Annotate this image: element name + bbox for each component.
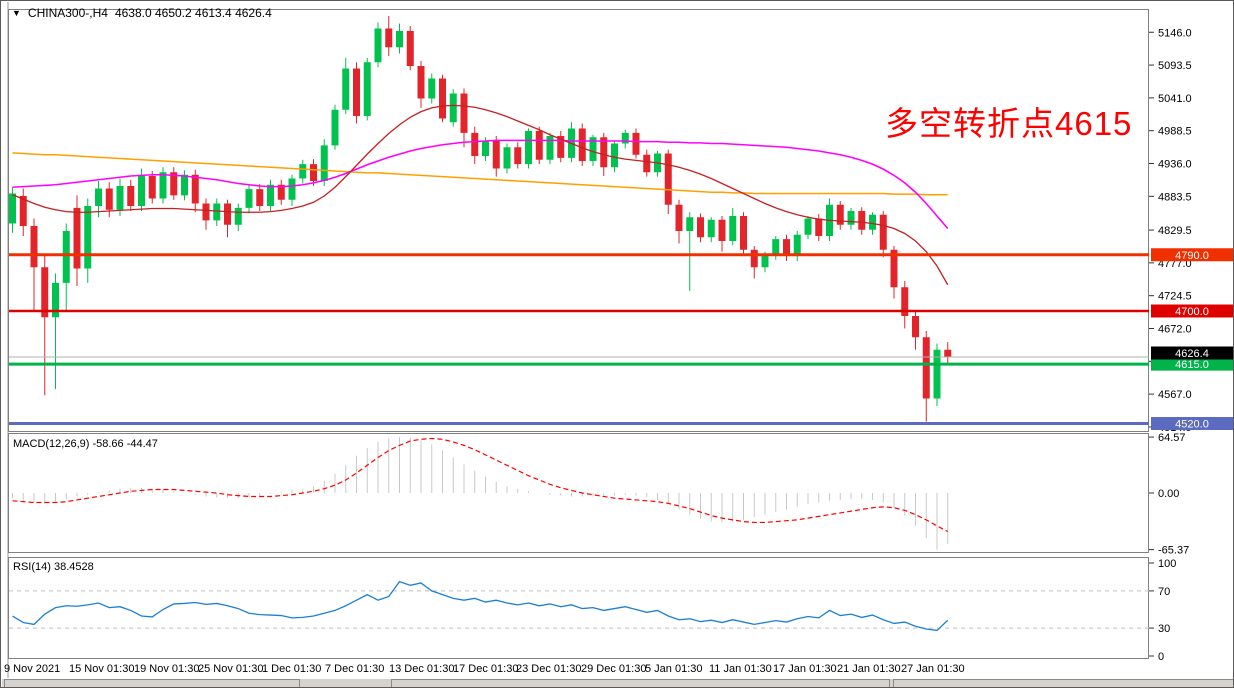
price-level-lines: 4790.0 4700.0 4615.0 4520.0 4626.4	[9, 248, 1233, 431]
rsi-tick-label: 0	[1158, 651, 1164, 663]
fast-ma-line	[12, 104, 949, 286]
status-segment-1[interactable]	[4, 679, 300, 688]
rsi-tick-label: 100	[1158, 558, 1176, 570]
status-segment-3[interactable]	[893, 679, 1234, 688]
macd-indicator-label: MACD(12,26,9) -58.66 -44.47	[13, 438, 158, 450]
chart-title: ▼ CHINA300-,H4 4638.0 4650.2 4613.4 4626…	[12, 6, 272, 20]
svg-text:4790.0: 4790.0	[1175, 250, 1209, 262]
rsi-tick-label: 70	[1158, 586, 1170, 598]
price-marker-4615.0	[1151, 357, 1233, 371]
dropdown-triangle-icon[interactable]: ▼	[12, 8, 21, 18]
x-axis-label: 25 Nov 01:30	[198, 663, 263, 675]
slow-ma-line	[12, 152, 948, 196]
svg-text:4520.0: 4520.0	[1175, 419, 1209, 431]
status-segment-2[interactable]	[391, 679, 890, 688]
x-axis-label: 27 Jan 01:30	[901, 663, 965, 675]
price-tick-label: 5041.0	[1158, 93, 1192, 105]
price-tick-label: 5093.5	[1158, 60, 1192, 72]
x-axis-label: 21 Jan 01:30	[837, 663, 901, 675]
rsi-tick-label: 30	[1158, 623, 1170, 635]
x-axis-label: 17 Jan 01:30	[773, 663, 837, 675]
main-chart-plot[interactable]	[8, 9, 1149, 432]
price-tick-label: 4724.5	[1158, 291, 1192, 303]
x-axis-label: 17 Dec 01:30	[453, 663, 518, 675]
price-tick-label: 5146.0	[1158, 27, 1192, 39]
status-bar	[2, 679, 1234, 688]
price-tick-label: 4567.0	[1158, 389, 1192, 401]
symbol-period-label: CHINA300-,H4	[27, 6, 108, 20]
x-axis-label: 7 Dec 01:30	[325, 663, 384, 675]
x-axis-label: 5 Jan 01:30	[645, 663, 703, 675]
x-axis-label: 15 Nov 01:30	[69, 663, 134, 675]
macd-tick-label: -65.37	[1158, 545, 1189, 557]
price-marker-4790.0	[1151, 248, 1233, 262]
title-ohlc-values: 4638.0 4650.2 4613.4 4626.4	[114, 6, 272, 20]
x-axis-label: 19 Nov 01:30	[134, 663, 199, 675]
x-axis-label: 29 Dec 01:30	[581, 663, 646, 675]
rsi-plot[interactable]	[8, 557, 1149, 659]
rsi-level-lines	[9, 590, 1149, 629]
rsi-line	[12, 580, 949, 632]
svg-text:4700.0: 4700.0	[1175, 306, 1209, 318]
price-tick-label: 4988.5	[1158, 126, 1192, 138]
price-tick-label: 4883.5	[1158, 191, 1192, 203]
price-marker-4700.0	[1151, 304, 1233, 318]
macd-tick-label: 0.00	[1158, 488, 1179, 500]
macd-plot[interactable]	[8, 433, 1149, 553]
x-axis-label: 1 Dec 01:30	[262, 663, 321, 675]
annotation-text[interactable]: 多空转折点4615	[885, 105, 1133, 142]
price-tick-label: 4936.0	[1158, 159, 1192, 171]
x-axis-label: 23 Dec 01:30	[516, 663, 581, 675]
x-axis-label: 9 Nov 2021	[4, 663, 60, 675]
price-marker-4520.0	[1151, 417, 1233, 430]
price-tick-label: 4829.5	[1158, 225, 1192, 237]
rsi-indicator-label: RSI(14) 38.4528	[13, 561, 94, 573]
x-axis-label: 11 Jan 01:30	[709, 663, 772, 675]
mid-ma-line	[12, 139, 949, 230]
macd-tick-label: 64.57	[1158, 432, 1186, 444]
svg-text:4626.4: 4626.4	[1175, 348, 1209, 360]
price-axis[interactable]: 5146.0 5093.5 5041.0 4988.5 4936.0 4883.5 4829…	[1149, 27, 1192, 663]
candles	[9, 16, 952, 422]
price-tick-label: 4672.0	[1158, 324, 1192, 336]
svg-text:4615.0: 4615.0	[1175, 359, 1209, 371]
panel-frames	[7, 2, 1149, 678]
current-price-marker	[1151, 346, 1233, 360]
macd-signal-line	[12, 437, 949, 533]
x-axis-label: 13 Dec 01:30	[389, 663, 454, 675]
